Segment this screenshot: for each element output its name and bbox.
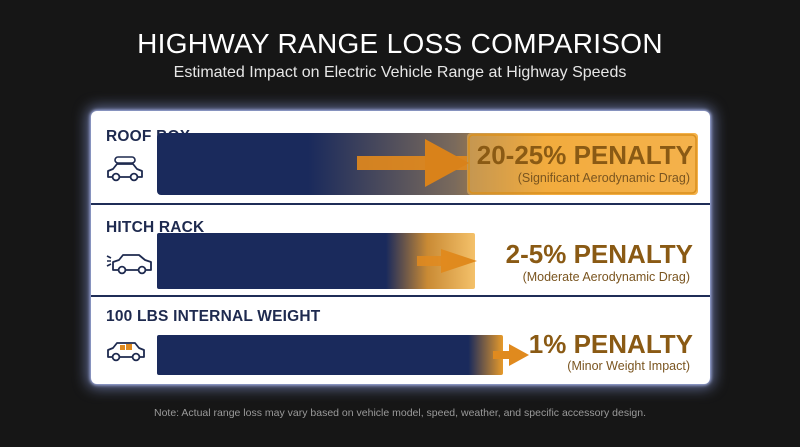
car-roof-box-icon bbox=[107, 156, 143, 182]
row-hitch-rack: HITCH RACK 2-5% PENALTY (Moderate Aerody… bbox=[91, 205, 710, 295]
arrow-right-icon bbox=[417, 249, 477, 273]
divider bbox=[91, 203, 710, 205]
chart-panel: ROOF BOX 20-25% PENALTY (Significant Aer… bbox=[91, 111, 710, 384]
divider bbox=[91, 295, 710, 297]
row-roof-box: ROOF BOX 20-25% PENALTY (Significant Aer… bbox=[91, 111, 710, 203]
page-subtitle: Estimated Impact on Electric Vehicle Ran… bbox=[173, 64, 627, 81]
page-title: HIGHWAY RANGE LOSS COMPARISON bbox=[137, 28, 663, 59]
row-internal-weight: 100 LBS INTERNAL WEIGHT 1% PENALTY (Mino… bbox=[91, 297, 710, 384]
bar-hitch-rack bbox=[157, 233, 477, 289]
penalty-description: (Moderate Aerodynamic Drag) bbox=[522, 270, 690, 284]
bar-roof-box bbox=[157, 133, 698, 195]
penalty-label: 2-5% PENALTY bbox=[505, 239, 693, 269]
car-cargo-icon bbox=[107, 342, 145, 362]
penalty-label: 20-25% PENALTY bbox=[476, 140, 693, 170]
category-label: 100 LBS INTERNAL WEIGHT bbox=[106, 308, 321, 325]
arrow-right-icon bbox=[493, 344, 529, 366]
penalty-label: 1% PENALTY bbox=[528, 329, 693, 359]
penalty-description: (Minor Weight Impact) bbox=[567, 359, 690, 373]
footnote: Note: Actual range loss may vary based o… bbox=[153, 407, 647, 419]
penalty-description: (Significant Aerodynamic Drag) bbox=[517, 171, 690, 185]
car-hitch-rack-icon bbox=[106, 254, 152, 275]
category-label: HITCH RACK bbox=[106, 219, 205, 236]
bar-internal-weight bbox=[157, 335, 529, 375]
arrow-right-icon bbox=[357, 139, 469, 187]
